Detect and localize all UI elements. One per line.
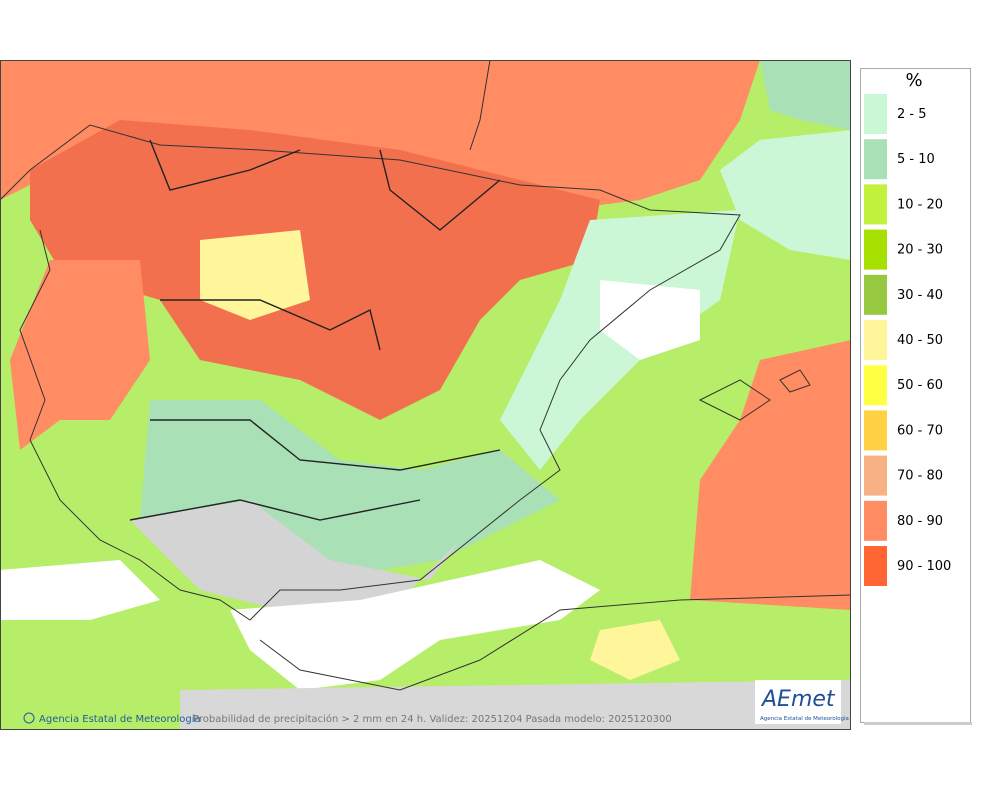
legend-swatch (864, 229, 887, 270)
sea-area (230, 560, 600, 690)
legend-swatch (864, 94, 887, 134)
legend-swatch (864, 365, 887, 406)
legend-label: 2 - 5 (897, 107, 927, 122)
legend-swatch (864, 546, 887, 586)
land-area (180, 680, 851, 730)
legend-label: 30 - 40 (897, 288, 943, 303)
legend-swatch (864, 184, 887, 225)
coastline (1, 60, 851, 691)
land-area (130, 500, 460, 610)
legend-swatch (864, 410, 887, 451)
legend-label: 80 - 90 (897, 514, 943, 529)
legend-title: % (905, 70, 922, 91)
legend-swatch (864, 455, 887, 496)
legend-items: 2 - 5 5 - 10 10 - 20 20 - 30 30 - 40 40 - 50 5… (864, 94, 951, 586)
legend-swatch (864, 320, 887, 360)
legend-swatch (864, 500, 887, 541)
legend-label: 40 - 50 (897, 333, 943, 348)
legend-label: 90 - 100 (897, 559, 951, 574)
legend-label: 20 - 30 (897, 243, 943, 258)
caption: Probabilidad de precipitación > 2 mm en … (193, 713, 672, 725)
land-area (30, 120, 600, 420)
legend-label: 10 - 20 (897, 197, 943, 212)
legend-label: 50 - 60 (897, 378, 943, 393)
copyright-icon (23, 712, 35, 724)
sea-area (1, 560, 160, 620)
legend-label: 60 - 70 (897, 423, 943, 438)
map (1, 60, 851, 730)
legend-swatch (864, 274, 887, 315)
land-area (200, 230, 310, 320)
sea-area (590, 620, 680, 680)
legend-label: 70 - 80 (897, 469, 943, 484)
legend-label: 5 - 10 (897, 152, 935, 167)
legend-shadow (864, 722, 972, 725)
legend-swatch (864, 139, 887, 180)
sea-area (760, 60, 851, 130)
sea-area (600, 280, 700, 360)
east-sea-area (690, 340, 851, 610)
land-area (10, 260, 150, 450)
map-frame (0, 60, 851, 730)
logo-subtitle: Agencia Estatal de Meteorología (760, 715, 849, 722)
region-borders (129, 139, 501, 521)
north-sea-area (1, 60, 760, 210)
sea-area (720, 130, 851, 260)
logo-name: AEmet (760, 687, 836, 712)
logo-box (755, 680, 841, 724)
credit: Agencia Estatal de Meteorología (39, 713, 201, 725)
